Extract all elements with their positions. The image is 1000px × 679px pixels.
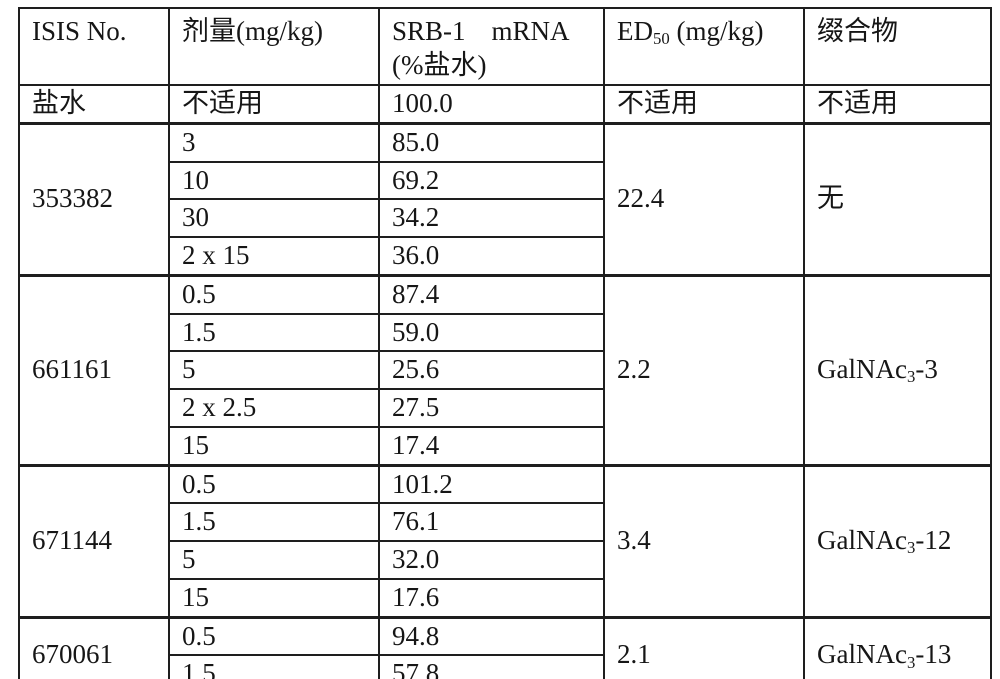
mrna-cell: 94.8 bbox=[378, 615, 605, 657]
mrna-cell: 59.0 bbox=[378, 312, 605, 353]
mrna-cell: 87.4 bbox=[378, 273, 605, 315]
conjugate-cell: 无 bbox=[803, 121, 992, 277]
dose-cell: 15 bbox=[168, 425, 380, 467]
mrna-cell: 36.0 bbox=[378, 235, 605, 277]
mrna-cell: 25.6 bbox=[378, 350, 605, 390]
dose-header: 剂量(mg/kg) bbox=[168, 7, 380, 86]
ed50-header: ED50 (mg/kg) bbox=[603, 7, 805, 86]
mrna-header-mrna: mRNA bbox=[491, 16, 570, 46]
mrna-cell: 17.6 bbox=[378, 577, 605, 619]
conjugate-subscript: 3 bbox=[906, 538, 916, 558]
ed50-cell: 2.2 bbox=[603, 273, 805, 466]
ed50-cell: 2.1 bbox=[603, 615, 805, 679]
table-row: 5 25.6 bbox=[19, 350, 991, 390]
dose-cell: 15 bbox=[168, 577, 380, 619]
conjugate-variant: -12 bbox=[915, 525, 952, 556]
table-row: 2 x 15 36.0 bbox=[19, 235, 991, 277]
mrna-cell: 101.2 bbox=[378, 463, 605, 505]
table-row: 1.5 59.0 bbox=[19, 312, 991, 353]
mrna-header-line2: (%盐水) bbox=[392, 49, 487, 80]
dose-cell: 10 bbox=[168, 160, 380, 201]
saline-row: 盐水 不适用 100.0 不适用 不适用 bbox=[18, 83, 992, 125]
table-row: 5 32.0 bbox=[19, 540, 991, 580]
dose-cell: 1.5 bbox=[168, 312, 380, 353]
ed50-cell: 不适用 bbox=[603, 83, 805, 125]
dose-cell: 1.5 bbox=[168, 654, 380, 679]
ed50-header-prefix: ED bbox=[617, 16, 653, 46]
mrna-cell: 57.8 bbox=[378, 654, 605, 679]
isis-no-cell: 盐水 bbox=[18, 83, 170, 125]
dose-cell: 3 bbox=[168, 121, 380, 163]
dose-cell: 30 bbox=[168, 198, 380, 238]
table-row: 10 69.2 bbox=[19, 160, 991, 201]
table-row: 2 x 2.5 27.5 bbox=[19, 388, 991, 428]
mrna-header-srb1: SRB-1 bbox=[392, 16, 466, 46]
dose-cell: 5 bbox=[168, 350, 380, 390]
mrna-header: SRB-1 mRNA (%盐水) bbox=[378, 7, 605, 86]
ed50-cell: 3.4 bbox=[603, 463, 805, 618]
conjugate-cell: GalNAc3-13 bbox=[803, 615, 992, 679]
mrna-cell: 17.4 bbox=[378, 425, 605, 467]
isis-no-cell: 353382 bbox=[18, 121, 170, 277]
conjugate-name: GalNAc bbox=[817, 354, 907, 385]
isis-no-cell: 670061 bbox=[18, 615, 170, 679]
dose-response-table: ISIS No. 剂量(mg/kg) SRB-1 mRNA (%盐水) ED50… bbox=[18, 7, 992, 679]
conjugate-cell: GalNAc3-3 bbox=[803, 273, 992, 466]
conjugate-variant: -13 bbox=[915, 639, 952, 670]
conjugate-cell: GalNAc3-12 bbox=[803, 463, 992, 618]
mrna-cell: 32.0 bbox=[378, 540, 605, 580]
header-row: ISIS No. 剂量(mg/kg) SRB-1 mRNA (%盐水) ED50… bbox=[18, 7, 992, 86]
dose-header-label: 剂量(mg/kg) bbox=[182, 16, 323, 46]
dose-cell: 5 bbox=[168, 540, 380, 580]
conjugate-name: 无 bbox=[817, 183, 844, 214]
dose-cell: 0.5 bbox=[168, 273, 380, 315]
mrna-cell: 27.5 bbox=[378, 388, 605, 428]
conjugate-header-label: 缀合物 bbox=[817, 16, 898, 46]
conjugate-subscript: 3 bbox=[906, 367, 916, 387]
table-row: 15 17.4 bbox=[19, 425, 991, 467]
conjugate-variant: -3 bbox=[915, 354, 938, 385]
isis-no-cell: 671144 bbox=[18, 463, 170, 618]
table-row: 30 34.2 bbox=[19, 198, 991, 238]
conjugate-header: 缀合物 bbox=[803, 7, 992, 86]
table-row: 661161 0.5 87.4 2.2 GalNAc3-3 bbox=[18, 273, 992, 466]
mrna-header-line1: SRB-1 mRNA bbox=[392, 15, 593, 49]
dose-cell: 0.5 bbox=[168, 463, 380, 505]
conjugate-name: GalNAc bbox=[817, 639, 907, 670]
dose-cell: 1.5 bbox=[168, 502, 380, 542]
mrna-cell: 69.2 bbox=[378, 160, 605, 201]
ed50-header-suffix: (mg/kg) bbox=[669, 16, 764, 46]
conjugate-cell: 不适用 bbox=[803, 83, 992, 125]
ed50-header-subscript: 50 bbox=[653, 29, 670, 49]
table-row: 671144 0.5 101.2 3.4 GalNAc3-12 bbox=[18, 463, 992, 618]
dose-cell: 2 x 2.5 bbox=[168, 388, 380, 428]
conjugate-subscript: 3 bbox=[906, 652, 916, 672]
table-row: 353382 3 85.0 22.4 无 bbox=[18, 121, 992, 277]
mrna-cell: 76.1 bbox=[378, 502, 605, 542]
isis-no-header-label: ISIS No. bbox=[32, 16, 127, 46]
isis-no-cell: 661161 bbox=[18, 273, 170, 466]
mrna-cell: 85.0 bbox=[378, 121, 605, 163]
table-row: 1.5 76.1 bbox=[19, 502, 991, 542]
conjugate-name: GalNAc bbox=[817, 525, 907, 556]
ed50-cell: 22.4 bbox=[603, 121, 805, 277]
dose-cell: 不适用 bbox=[168, 83, 380, 125]
mrna-cell: 34.2 bbox=[378, 198, 605, 238]
dose-cell: 0.5 bbox=[168, 615, 380, 657]
dose-cell: 2 x 15 bbox=[168, 235, 380, 277]
table-row: 15 17.6 bbox=[19, 577, 991, 619]
mrna-cell: 100.0 bbox=[378, 83, 605, 125]
table-row: 1.5 57.8 bbox=[19, 654, 991, 679]
table-row: 670061 0.5 94.8 2.1 GalNAc3-13 bbox=[18, 615, 992, 679]
isis-no-header: ISIS No. bbox=[18, 7, 170, 86]
